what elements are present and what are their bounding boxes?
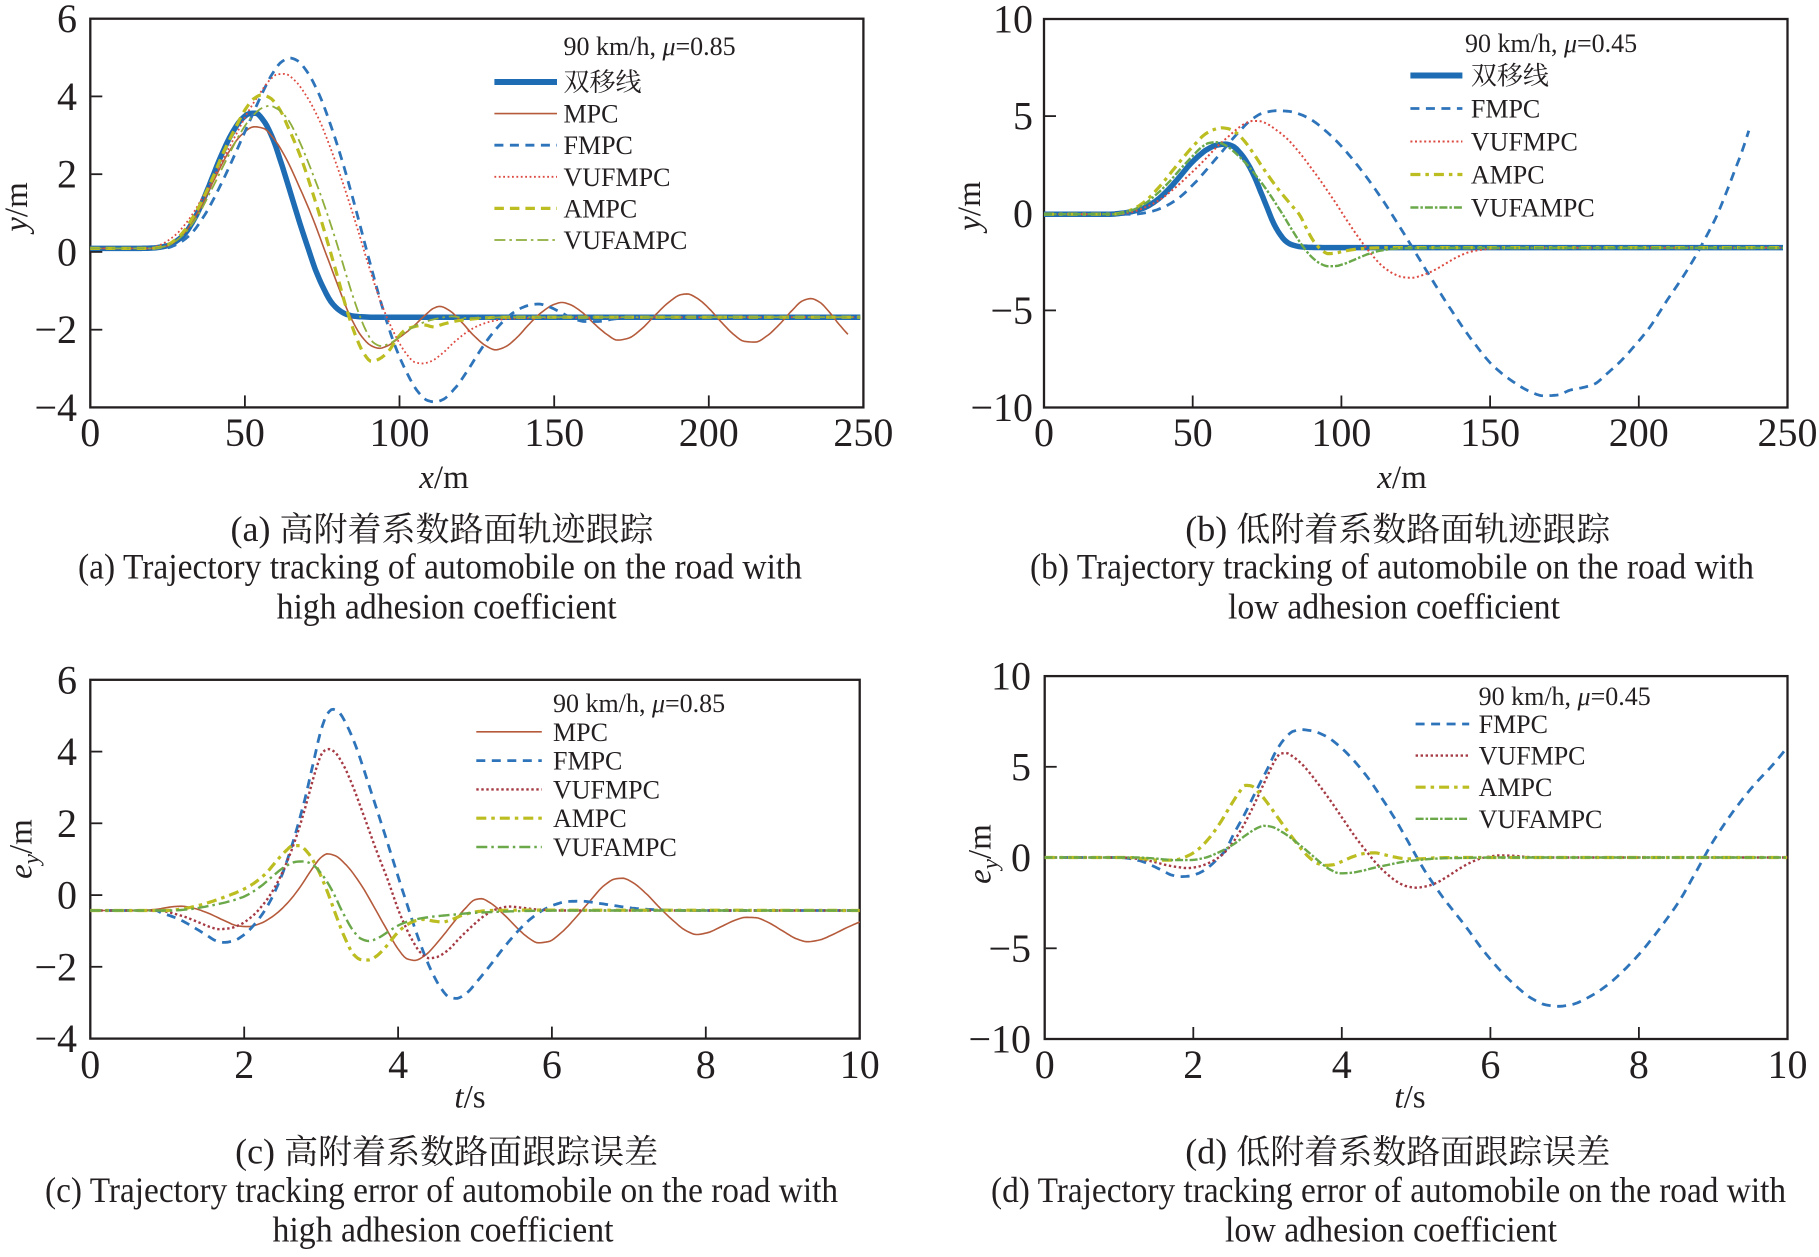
svg-text:0: 0: [57, 229, 77, 274]
svg-text:(d): (d): [1185, 1132, 1227, 1172]
svg-text:(b): (b): [1185, 509, 1227, 549]
svg-text:−4: −4: [34, 385, 77, 430]
svg-text:MPC: MPC: [564, 100, 619, 129]
svg-text:4: 4: [57, 729, 77, 774]
svg-text:FMPC: FMPC: [564, 131, 633, 160]
svg-text:0: 0: [1011, 835, 1031, 880]
svg-text:150: 150: [524, 410, 584, 455]
svg-text:VUFMPC: VUFMPC: [564, 163, 671, 192]
svg-text:250: 250: [1758, 410, 1818, 455]
svg-text:8: 8: [1629, 1042, 1649, 1087]
svg-text:6: 6: [1480, 1042, 1500, 1087]
svg-text:FMPC: FMPC: [1471, 95, 1540, 124]
svg-text:VUFAMPC: VUFAMPC: [564, 226, 688, 255]
svg-text:6: 6: [542, 1042, 562, 1087]
svg-text:2: 2: [234, 1042, 254, 1087]
svg-text:2: 2: [57, 152, 77, 197]
svg-text:t/s: t/s: [1394, 1080, 1425, 1116]
svg-text:150: 150: [1460, 410, 1520, 455]
svg-text:0: 0: [80, 410, 100, 455]
svg-text:low adhesion coefficient: low adhesion coefficient: [1228, 587, 1560, 627]
svg-text:100: 100: [1311, 410, 1371, 455]
svg-text:t/s: t/s: [454, 1080, 485, 1116]
svg-text:high adhesion coefficient: high adhesion coefficient: [273, 1210, 614, 1250]
svg-text:200: 200: [679, 410, 739, 455]
svg-text:y/m: y/m: [0, 182, 35, 235]
svg-text:x/m: x/m: [1376, 460, 1427, 496]
svg-text:−2: −2: [34, 944, 77, 989]
svg-text:VUFAMPC: VUFAMPC: [1471, 194, 1595, 223]
svg-text:90 km/h, μ=0.45: 90 km/h, μ=0.45: [1465, 29, 1637, 58]
svg-text:0: 0: [1013, 191, 1033, 236]
svg-text:(a): (a): [231, 509, 271, 549]
svg-text:(c): (c): [235, 1132, 275, 1172]
svg-text:10: 10: [993, 0, 1033, 42]
svg-text:−5: −5: [988, 926, 1031, 971]
svg-text:4: 4: [1332, 1042, 1352, 1087]
svg-text:2: 2: [57, 801, 77, 846]
svg-text:(c) Trajectory tracking error: (c) Trajectory tracking error of automob…: [45, 1170, 838, 1210]
svg-text:0: 0: [1035, 1042, 1055, 1087]
svg-text:250: 250: [833, 410, 893, 455]
svg-text:90 km/h, μ=0.85: 90 km/h, μ=0.85: [564, 32, 736, 61]
svg-text:y/m: y/m: [952, 181, 988, 234]
svg-text:low adhesion coefficient: low adhesion coefficient: [1225, 1210, 1557, 1250]
svg-text:8: 8: [696, 1042, 716, 1087]
svg-text:50: 50: [1173, 410, 1213, 455]
svg-text:FMPC: FMPC: [553, 747, 622, 776]
svg-text:VUFAMPC: VUFAMPC: [1479, 805, 1603, 834]
svg-text:AMPC: AMPC: [553, 804, 627, 833]
svg-text:2: 2: [1183, 1042, 1203, 1087]
svg-text:100: 100: [370, 410, 430, 455]
svg-text:(a) Trajectory tracking of aut: (a) Trajectory tracking of automobile on…: [78, 547, 802, 587]
svg-text:MPC: MPC: [553, 718, 608, 747]
svg-text:−10: −10: [970, 385, 1033, 430]
svg-text:VUFAMPC: VUFAMPC: [553, 833, 677, 862]
svg-text:VUFMPC: VUFMPC: [553, 775, 660, 804]
svg-text:0: 0: [57, 873, 77, 918]
svg-text:−4: −4: [34, 1016, 77, 1061]
svg-text:6: 6: [57, 0, 77, 41]
svg-text:4: 4: [388, 1042, 408, 1087]
svg-text:−10: −10: [968, 1017, 1031, 1062]
svg-text:0: 0: [80, 1042, 100, 1087]
svg-text:6: 6: [57, 657, 77, 702]
svg-text:FMPC: FMPC: [1479, 710, 1548, 739]
svg-text:high adhesion coefficient: high adhesion coefficient: [277, 587, 617, 627]
svg-text:ey/m: ey/m: [4, 819, 44, 879]
svg-text:VUFMPC: VUFMPC: [1471, 128, 1578, 157]
svg-text:5: 5: [1013, 94, 1033, 139]
svg-text:x/m: x/m: [418, 460, 469, 496]
svg-text:AMPC: AMPC: [564, 194, 638, 223]
svg-text:−2: −2: [34, 307, 77, 352]
svg-text:10: 10: [840, 1042, 880, 1087]
svg-text:−5: −5: [990, 288, 1033, 333]
svg-text:AMPC: AMPC: [1471, 161, 1545, 190]
svg-text:200: 200: [1609, 410, 1669, 455]
svg-text:10: 10: [1768, 1042, 1808, 1087]
svg-text:5: 5: [1011, 744, 1031, 789]
svg-text:4: 4: [57, 74, 77, 119]
svg-text:0: 0: [1034, 410, 1054, 455]
svg-text:50: 50: [225, 410, 265, 455]
svg-text:(b) Trajectory tracking of aut: (b) Trajectory tracking of automobile on…: [1030, 547, 1754, 587]
svg-text:ey/m: ey/m: [963, 824, 1003, 884]
svg-text:AMPC: AMPC: [1479, 773, 1553, 802]
svg-text:10: 10: [991, 654, 1031, 699]
svg-text:90 km/h, μ=0.45: 90 km/h, μ=0.45: [1479, 682, 1651, 711]
svg-text:(d) Trajectory tracking error: (d) Trajectory tracking error of automob…: [991, 1170, 1786, 1210]
svg-text:90 km/h, μ=0.85: 90 km/h, μ=0.85: [553, 689, 725, 718]
svg-text:VUFMPC: VUFMPC: [1479, 742, 1586, 771]
